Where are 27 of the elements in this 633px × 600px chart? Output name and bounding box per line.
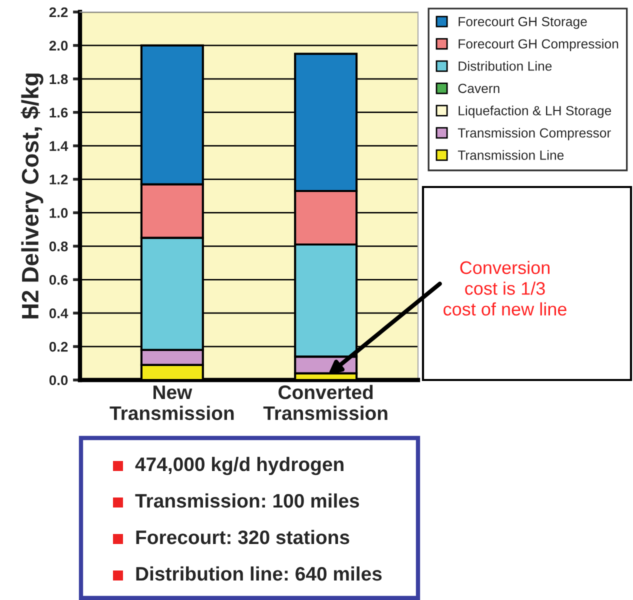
y-tick-label: 1.4 — [50, 141, 68, 151]
legend-label: Forecourt GH Compression — [458, 38, 618, 52]
x-tick-label: Converted Transmission — [263, 384, 388, 420]
y-tick-label: 2.0 — [49, 40, 68, 51]
y-tick-label: 1.6 — [50, 108, 68, 118]
legend-label: Liquefaction & LH Storage — [458, 106, 612, 118]
annotation: Conversion cost is 1/3 cost of new line — [444, 260, 566, 316]
y-tick-label: 0.0 — [49, 375, 68, 386]
y-tick-label: 0.8 — [49, 242, 68, 252]
y-tick-label: 1.8 — [50, 74, 68, 84]
text: Forecourt: 320 stations — [136, 530, 350, 544]
y-tick-label: 0.6 — [49, 274, 68, 285]
legend-label: Transmission Line — [458, 150, 564, 160]
y-tick-label: 2.2 — [49, 7, 68, 18]
legend-label: Distribution Line — [458, 61, 552, 71]
y-axis-title: H2 Delivery Cost, $/kg — [20, 74, 44, 318]
y-tick-label: 1.0 — [50, 208, 68, 218]
y-tick-label: 0.4 — [49, 308, 68, 318]
y-tick-label: 1.2 — [50, 174, 68, 184]
y-tick-label: 0.2 — [49, 342, 68, 352]
legend-label: Transmission Compressor — [458, 128, 611, 140]
text: Transmission: 100 miles — [135, 493, 360, 508]
legend-label: Forecourt GH Storage — [458, 16, 587, 29]
x-tick-label: New Transmission — [110, 386, 234, 420]
text: Distribution line: 640 miles — [136, 566, 382, 581]
text: 474,000 kg/d hydrogen — [135, 456, 344, 476]
legend-label: Cavern — [458, 84, 500, 94]
